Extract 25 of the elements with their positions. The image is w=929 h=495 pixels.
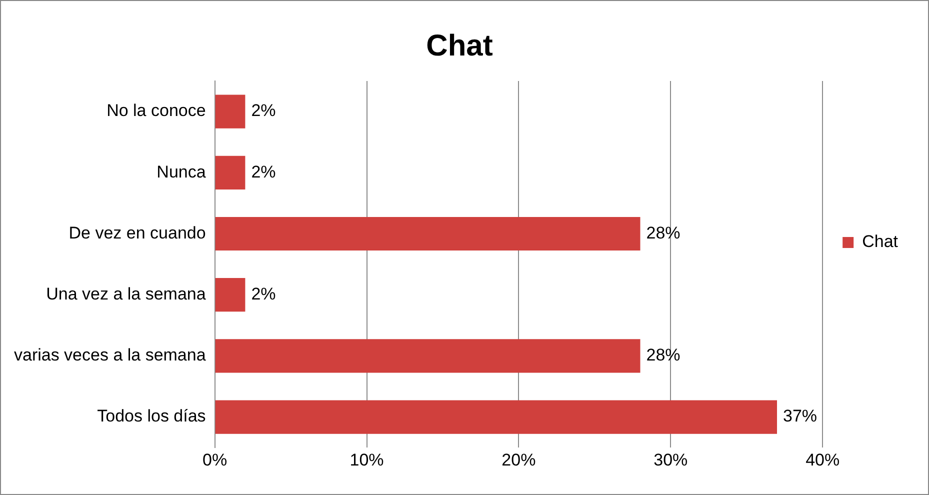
y-tick-label: No la conoce bbox=[106, 101, 206, 120]
legend-label: Chat bbox=[862, 232, 898, 252]
y-tick-label: De vez en cuando bbox=[68, 223, 206, 242]
x-tick-label: 10% bbox=[350, 450, 384, 470]
data-label: 2% bbox=[251, 101, 276, 120]
x-tick-label: 20% bbox=[502, 450, 536, 470]
x-tick-label: 40% bbox=[806, 450, 840, 470]
data-label: 2% bbox=[251, 162, 276, 182]
data-label: 28% bbox=[646, 223, 680, 242]
bar bbox=[215, 216, 640, 251]
y-tick-label: Una vez a la semana bbox=[46, 284, 206, 304]
y-tick-label: Todos los días bbox=[97, 406, 206, 426]
x-tick-label: 30% bbox=[654, 450, 688, 470]
bar bbox=[215, 400, 778, 434]
chart-title: Chat bbox=[426, 29, 493, 62]
bar bbox=[215, 156, 246, 190]
bar bbox=[215, 339, 640, 373]
data-label: 37% bbox=[783, 406, 818, 426]
data-label: 2% bbox=[251, 284, 276, 304]
data-label: 28% bbox=[646, 346, 680, 365]
x-tick-label: 0% bbox=[202, 450, 228, 470]
bar bbox=[215, 278, 246, 312]
y-tick-label: varias veces a la semana bbox=[14, 346, 206, 365]
y-tick-label: Nunca bbox=[156, 162, 206, 182]
bar bbox=[215, 94, 246, 128]
